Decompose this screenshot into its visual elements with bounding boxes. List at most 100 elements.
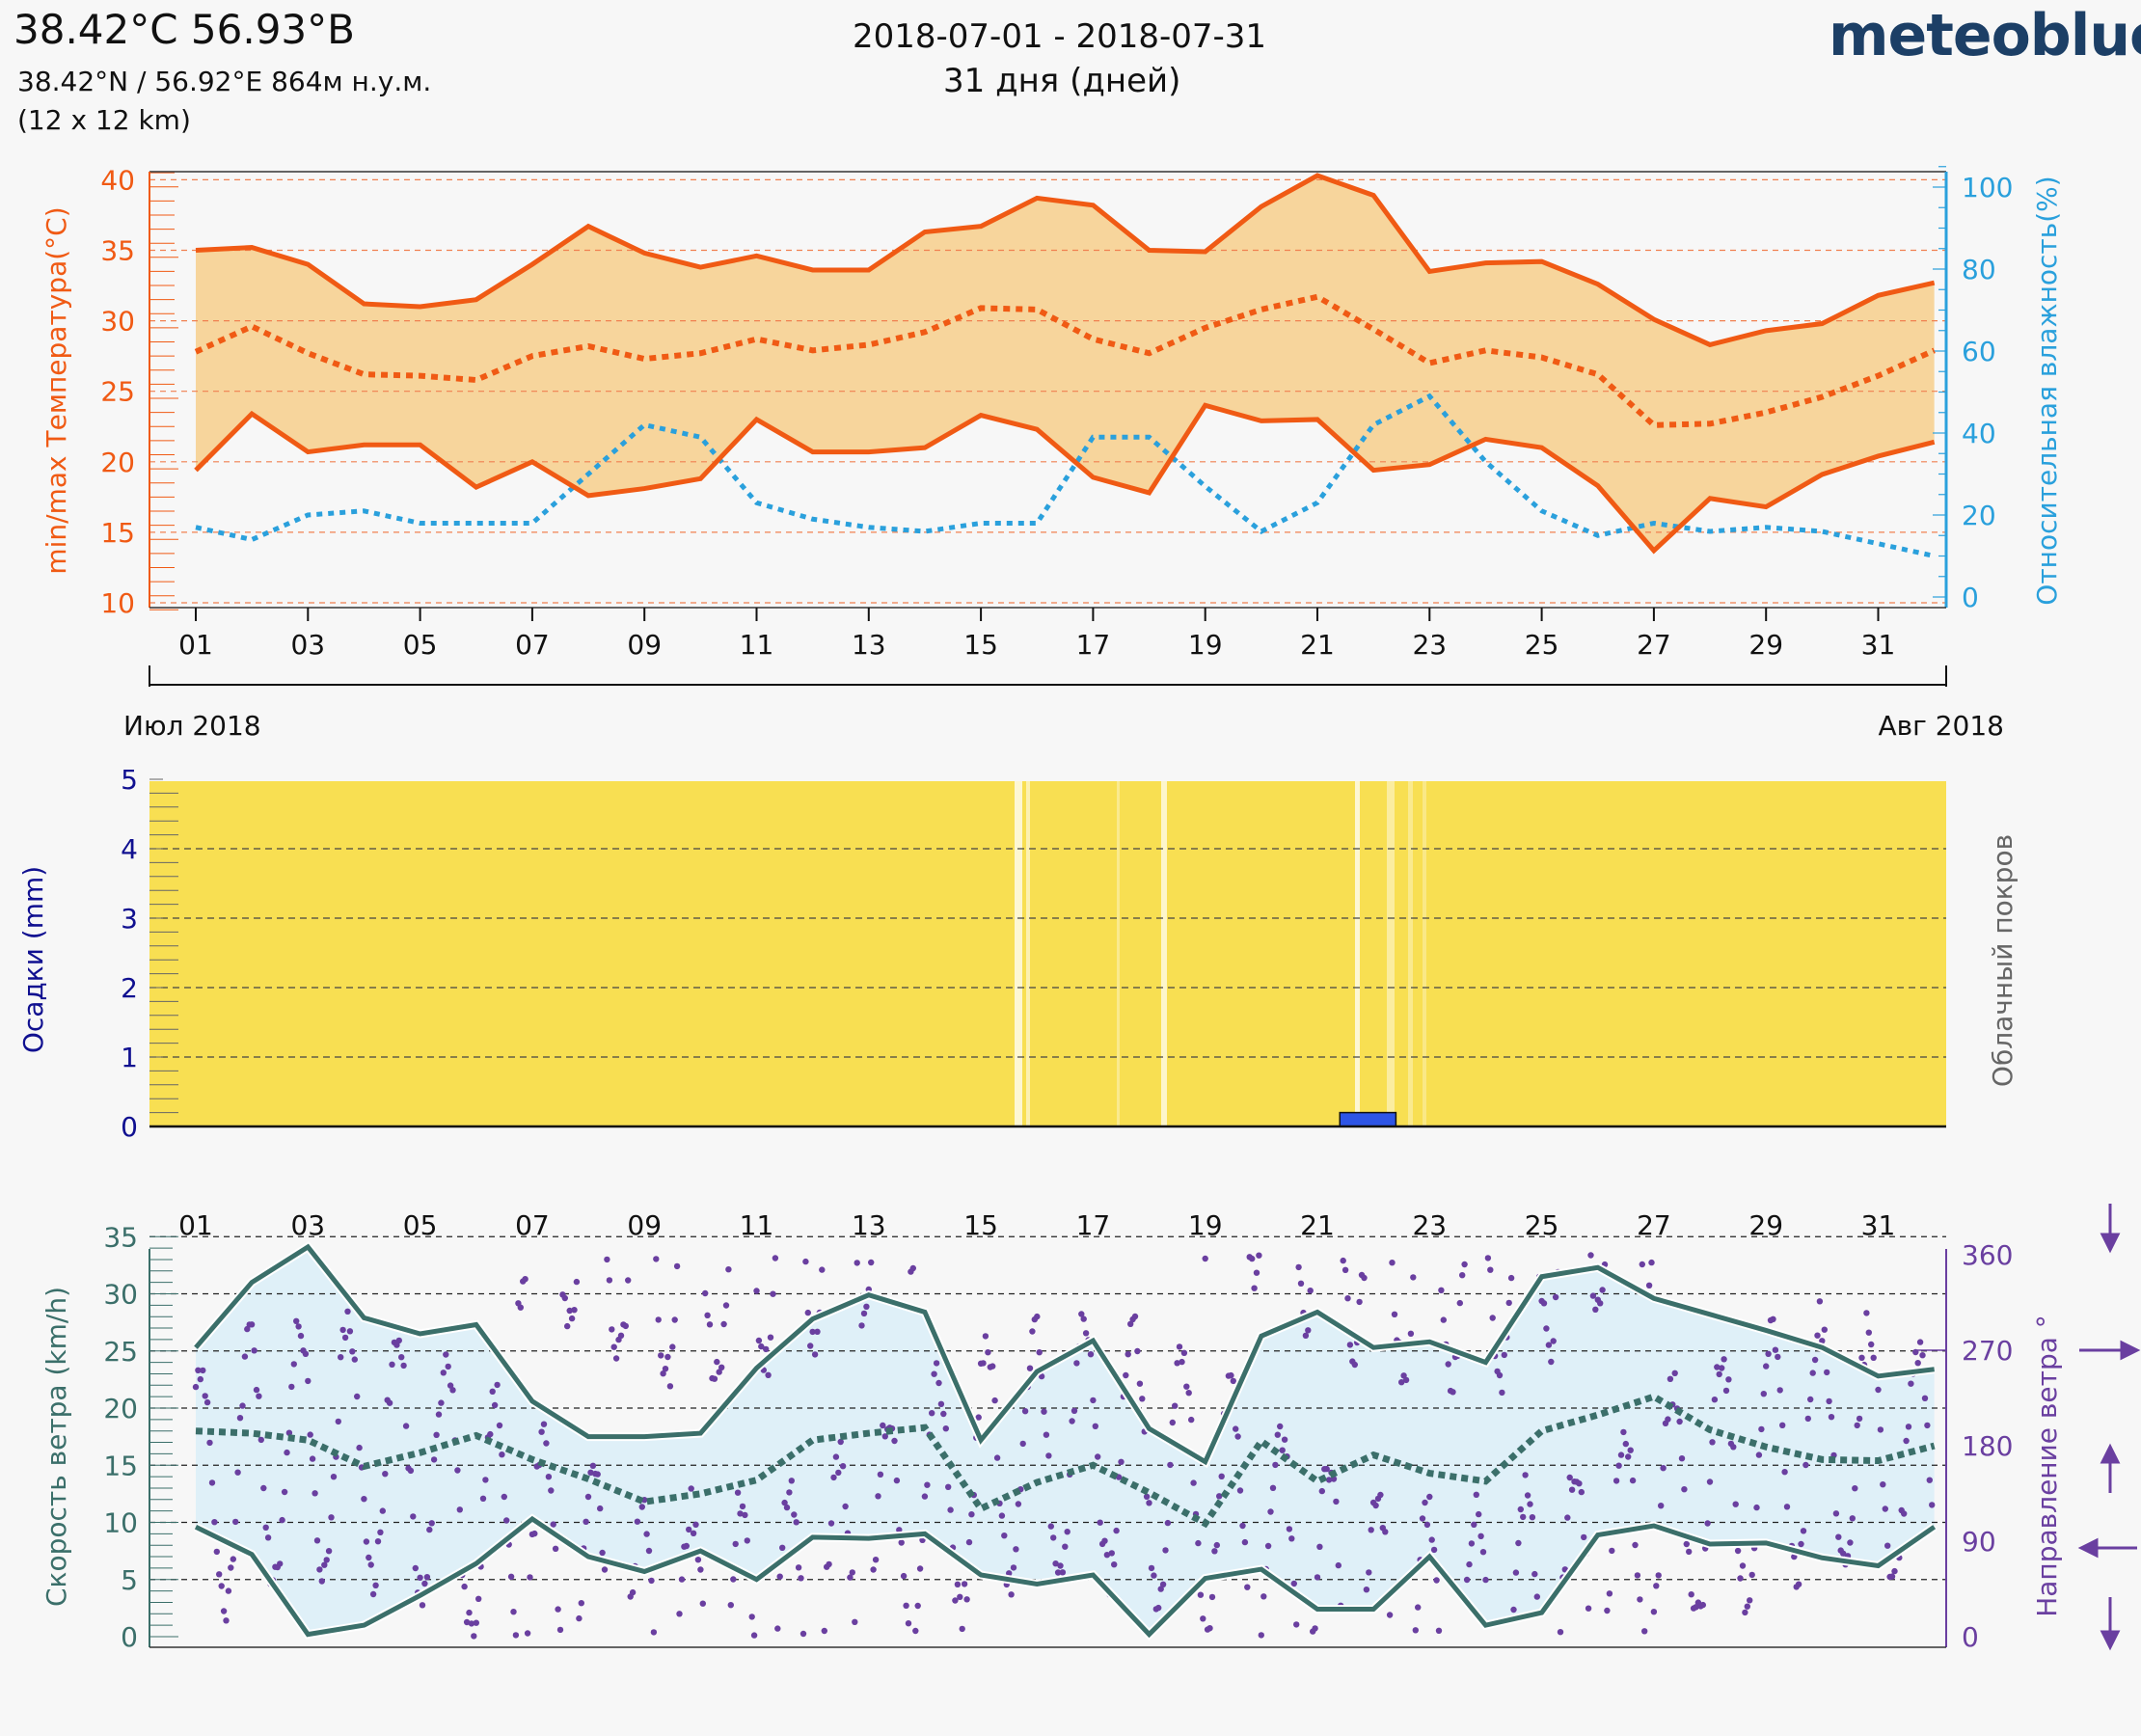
wind-direction-point bbox=[732, 1540, 739, 1548]
wind-date-tick-label: 21 bbox=[1300, 1209, 1335, 1241]
wind-direction-point bbox=[854, 1260, 860, 1266]
wind-direction-point bbox=[1218, 1473, 1225, 1480]
wind-direction-point bbox=[730, 1576, 737, 1583]
wind-direction-point bbox=[302, 1350, 310, 1358]
wind-direction-point bbox=[1524, 1492, 1531, 1499]
wind-direction-point bbox=[1169, 1419, 1177, 1426]
wind-direction-point bbox=[793, 1519, 799, 1526]
wind-direction-point bbox=[798, 1575, 804, 1582]
wind-direction-point bbox=[1241, 1538, 1249, 1546]
wind-direction-point bbox=[912, 1627, 919, 1635]
wind-direction-point bbox=[372, 1582, 379, 1589]
wind-direction-point bbox=[203, 1398, 211, 1406]
wind-direction-point bbox=[202, 1393, 208, 1399]
wind-direction-point bbox=[1052, 1560, 1059, 1567]
date-tick-label: 07 bbox=[515, 629, 550, 661]
wind-direction-point bbox=[1858, 1354, 1865, 1362]
wind-direction-point bbox=[688, 1485, 694, 1492]
wind-direction-point bbox=[583, 1518, 589, 1526]
wind-direction-point bbox=[1239, 1522, 1246, 1530]
wind-direction-point bbox=[1809, 1370, 1816, 1376]
wind-direction-point bbox=[1435, 1627, 1443, 1635]
wind-direction-point bbox=[566, 1307, 573, 1315]
wind-direction-point bbox=[479, 1495, 487, 1503]
wind-direction-point bbox=[673, 1262, 681, 1270]
wind-direction-point bbox=[1080, 1316, 1087, 1322]
wind-direction-point bbox=[692, 1521, 699, 1529]
wind-direction-point bbox=[931, 1370, 937, 1377]
wind-direction-point bbox=[1167, 1461, 1174, 1469]
wind-direction-point bbox=[277, 1560, 284, 1567]
wind-direction-point bbox=[1295, 1263, 1302, 1271]
wind-direction-point bbox=[1038, 1372, 1045, 1380]
wind-direction-point bbox=[645, 1547, 653, 1555]
wind-direction-point bbox=[1721, 1356, 1727, 1363]
wind-direction-point bbox=[402, 1423, 410, 1429]
wind-direction-point bbox=[1854, 1422, 1860, 1429]
wind-direction-point bbox=[826, 1560, 832, 1568]
humidity-tick-label: 80 bbox=[1962, 254, 1996, 285]
wind-direction-point bbox=[1410, 1274, 1417, 1281]
wind-direction-point bbox=[1274, 1431, 1282, 1438]
wind-direction-point bbox=[1699, 1601, 1707, 1609]
wind-direction-point bbox=[1253, 1269, 1260, 1276]
wind-direction-point bbox=[1015, 1501, 1022, 1507]
wind-direction-point bbox=[501, 1493, 507, 1501]
wind-direction-point bbox=[1641, 1628, 1648, 1635]
wind-direction-point bbox=[1264, 1542, 1272, 1550]
wind-direction-point bbox=[1665, 1416, 1671, 1423]
date-tick-label: 21 bbox=[1300, 629, 1335, 661]
wind-direction-point bbox=[1179, 1358, 1185, 1366]
wind-direction-point bbox=[609, 1326, 615, 1333]
date-tick-label: 01 bbox=[178, 629, 213, 661]
clear-sky-streak bbox=[1408, 781, 1413, 1126]
wind-direction-point bbox=[852, 1618, 858, 1626]
wind-direction-point bbox=[629, 1588, 637, 1596]
humidity-tick-label: 0 bbox=[1962, 582, 1979, 613]
temp-max-line bbox=[195, 173, 1936, 348]
wind-direction-point bbox=[1305, 1327, 1312, 1334]
date-tick-label: 29 bbox=[1748, 629, 1783, 661]
wind-direction-point bbox=[1734, 1547, 1742, 1555]
wind-direction-point bbox=[643, 1531, 650, 1537]
wind-direction-point bbox=[819, 1266, 826, 1273]
wind-direction-point bbox=[341, 1334, 349, 1342]
wind-direction-point bbox=[601, 1566, 609, 1573]
wind-direction-point bbox=[494, 1381, 501, 1389]
wind-direction-point bbox=[1190, 1479, 1197, 1486]
wind-direction-point bbox=[753, 1288, 760, 1294]
wind-direction-point bbox=[1863, 1310, 1870, 1316]
wind-direction-point bbox=[898, 1539, 905, 1546]
wind-direction-point bbox=[1402, 1376, 1410, 1384]
wind-direction-point bbox=[423, 1574, 431, 1581]
wind-direction-point bbox=[814, 1328, 821, 1336]
wind-direction-point bbox=[540, 1421, 548, 1427]
wind-direction-point bbox=[1775, 1353, 1781, 1361]
wind-direction-point bbox=[1476, 1510, 1482, 1518]
wind-date-tick-label: 03 bbox=[290, 1209, 325, 1241]
wind-direction-point bbox=[772, 1255, 779, 1261]
wind-direction-point bbox=[1634, 1572, 1641, 1579]
clear-sky-streak bbox=[1387, 781, 1395, 1126]
wind-direction-point bbox=[832, 1453, 840, 1460]
humidity-axis-title: Относительная влажность(%) bbox=[2031, 176, 2063, 605]
wind-direction-point bbox=[1340, 1257, 1346, 1264]
wind-direction-point bbox=[1389, 1260, 1396, 1266]
clear-sky-streak bbox=[1117, 781, 1120, 1126]
wind-direction-point bbox=[211, 1519, 218, 1526]
wind-direction-point bbox=[1272, 1461, 1279, 1469]
wind-direction-point bbox=[1176, 1343, 1183, 1350]
wind-direction-point bbox=[1473, 1491, 1480, 1499]
wind-direction-point bbox=[597, 1505, 604, 1512]
wind-direction-point bbox=[1251, 1285, 1258, 1291]
wind-direction-point bbox=[1335, 1561, 1342, 1569]
wind-direction-point bbox=[366, 1554, 372, 1561]
wind-direction-point bbox=[1095, 1453, 1101, 1460]
wind-direction-point bbox=[847, 1574, 854, 1581]
humidity-line bbox=[195, 393, 1936, 558]
wind-direction-point bbox=[330, 1474, 338, 1480]
wind-direction-point bbox=[218, 1583, 225, 1589]
wind-direction-point bbox=[223, 1617, 230, 1624]
wind-direction-point bbox=[1463, 1576, 1471, 1584]
wind-direction-point bbox=[262, 1524, 269, 1532]
